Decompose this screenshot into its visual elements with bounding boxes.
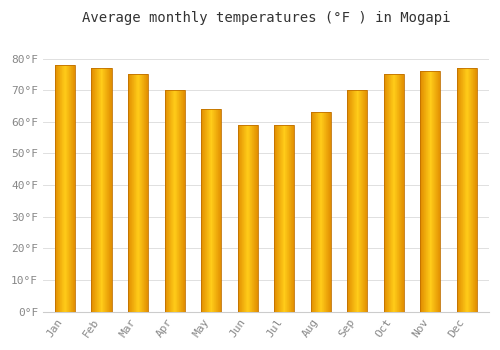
Title: Average monthly temperatures (°F ) in Mogapi: Average monthly temperatures (°F ) in Mo… <box>82 11 450 25</box>
Bar <box>420 71 440 312</box>
Bar <box>310 112 331 312</box>
Bar <box>238 125 258 312</box>
Bar <box>274 125 294 312</box>
Bar <box>92 68 112 312</box>
Bar <box>128 74 148 312</box>
Bar <box>55 65 75 312</box>
Bar <box>457 68 477 312</box>
Bar <box>348 90 368 312</box>
Bar <box>164 90 184 312</box>
Bar <box>384 74 404 312</box>
Bar <box>201 109 221 312</box>
